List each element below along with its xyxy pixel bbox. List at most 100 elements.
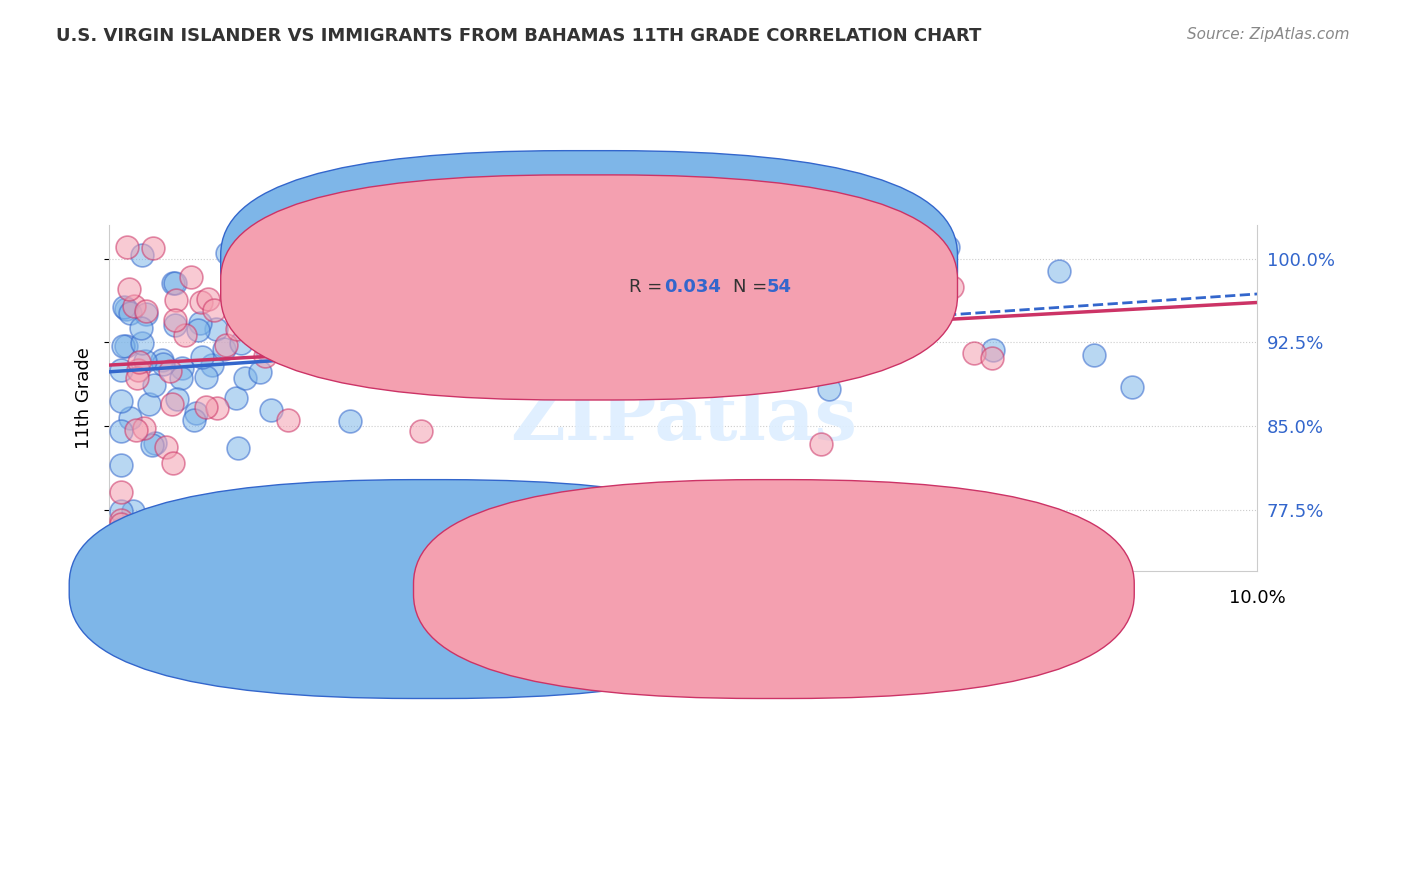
Point [664,289,686,303]
Point [610,260,633,274]
Text: 0.182: 0.182 [664,253,721,271]
Point [295,272,318,286]
Point [115,338,138,352]
Point [174,327,197,342]
Point [118,306,141,320]
Point [110,485,132,500]
Point [215,245,238,260]
Point [172,361,194,376]
Point [131,248,153,262]
Point [142,241,165,255]
Point [110,363,132,377]
Point [256,311,278,326]
Point [142,377,165,392]
Point [135,307,157,321]
Point [256,343,278,357]
Point [578,253,600,268]
Point [110,517,132,532]
Point [214,342,236,356]
Point [981,351,1004,366]
Point [640,362,662,376]
Point [233,321,256,335]
Point [143,436,166,450]
Point [170,370,193,384]
Point [204,321,226,335]
Point [302,333,325,347]
Point [239,324,262,338]
Point [260,402,283,417]
Point [810,437,832,451]
Point [544,240,567,254]
Point [118,411,141,425]
Point [160,397,183,411]
FancyBboxPatch shape [221,151,957,376]
Point [1083,348,1105,362]
Point [117,240,139,254]
Point [183,413,205,427]
Point [155,440,177,454]
Y-axis label: 11th Grade: 11th Grade [76,347,93,450]
Point [233,371,256,385]
Point [132,420,155,434]
Point [110,393,132,408]
Point [277,295,299,310]
Text: 0.0%: 0.0% [87,589,132,607]
Text: ZIPatlas: ZIPatlas [510,383,856,456]
Point [159,364,181,378]
Point [112,300,135,314]
Point [127,371,149,385]
Point [194,370,217,384]
Point [165,318,187,333]
Point [1121,380,1143,394]
Point [165,277,187,291]
Point [226,322,249,336]
Point [405,294,427,309]
Point [110,503,132,517]
Point [128,355,150,369]
FancyBboxPatch shape [540,246,873,309]
Point [166,392,188,406]
Text: Source: ZipAtlas.com: Source: ZipAtlas.com [1187,27,1350,42]
Point [273,343,295,358]
Point [779,331,801,345]
Point [555,323,578,337]
FancyBboxPatch shape [221,175,957,400]
Point [202,302,225,317]
Point [225,391,247,405]
Point [305,337,328,351]
Point [131,335,153,350]
Text: 10.0%: 10.0% [1229,589,1285,607]
Text: Immigrants from Bahamas: Immigrants from Bahamas [804,581,1025,599]
Point [749,319,772,334]
Point [197,293,219,307]
Point [190,295,212,310]
Point [1047,264,1070,278]
Point [118,283,141,297]
Point [409,424,432,438]
Point [207,401,229,415]
Point [235,319,257,334]
Point [249,365,271,379]
FancyBboxPatch shape [413,480,1135,698]
Text: N =: N = [733,253,772,271]
Point [166,293,188,307]
Point [163,313,186,327]
Point [124,299,146,313]
Point [134,353,156,368]
Point [233,266,256,280]
Point [112,338,135,352]
Text: 54: 54 [768,277,792,296]
Text: 74: 74 [768,253,792,271]
FancyBboxPatch shape [69,480,790,698]
Point [304,240,326,254]
Point [180,269,202,284]
Point [486,252,509,266]
Point [818,382,841,396]
Point [127,363,149,377]
Point [373,273,395,287]
Point [772,360,794,375]
Point [730,307,752,321]
Point [492,277,515,292]
Point [252,294,274,309]
Point [936,240,959,254]
